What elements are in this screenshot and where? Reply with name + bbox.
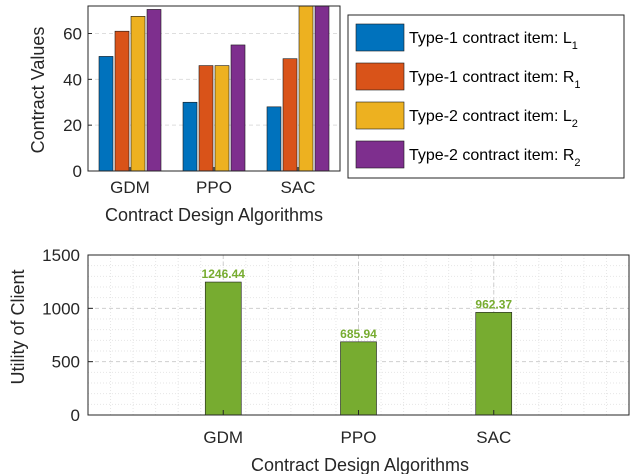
top-bar-sac-s1	[266, 106, 282, 172]
top-ytick-label: 0	[73, 162, 82, 181]
bottom-xlabel: Contract Design Algorithms	[251, 455, 469, 474]
legend-label-text: Type-1 contract item: R	[409, 69, 574, 86]
bottom-bars: 1246.44 685.94 962.37	[202, 267, 513, 416]
bottom-ytick-label: 0	[71, 406, 80, 425]
bottom-bar-gdm	[204, 281, 242, 416]
top-xtick-label: SAC	[281, 178, 316, 197]
bottom-data-label-sac: 962.37	[475, 297, 512, 311]
legend-label-text: Type-1 contract item: L	[409, 30, 572, 47]
legend-label-subscript: 1	[572, 40, 578, 52]
bottom-xtick-label: GDM	[203, 428, 243, 447]
top-bar-ppo-s4	[230, 44, 246, 172]
bottom-xtick-label: PPO	[341, 428, 377, 447]
legend-label-1: Type-1 contract item: L1	[409, 30, 578, 52]
legend-label-subscript: 2	[574, 157, 580, 169]
legend-label-text: Type-2 contract item: L	[409, 108, 572, 125]
legend-swatch-4	[355, 140, 405, 169]
top-bars	[98, 5, 330, 172]
top-ticks: 0 20 40 60 GDM PPO SAC	[63, 25, 315, 198]
top-xtick-label: PPO	[196, 178, 232, 197]
top-ytick-label: 40	[63, 70, 82, 89]
bottom-ytick-label: 500	[52, 353, 80, 372]
top-bar-ppo-s2	[198, 65, 214, 172]
bottom-xtick-label: SAC	[476, 428, 511, 447]
bottom-ylabel: Utility of Client	[8, 269, 28, 384]
legend-swatch-3	[355, 101, 405, 130]
top-bar-ppo-s3	[214, 65, 230, 172]
top-ylabel: Contract Values	[28, 27, 48, 154]
bottom-data-label-ppo: 685.94	[340, 327, 377, 341]
legend-label-4: Type-2 contract item: R2	[409, 147, 581, 169]
bottom-bar-sac	[475, 312, 513, 416]
top-ytick-label: 60	[63, 25, 82, 44]
top-bar-gdm-s1	[98, 56, 114, 172]
bottom-ytick-label: 1500	[42, 246, 80, 265]
legend-swatch-2	[355, 62, 405, 91]
top-bar-gdm-s3	[130, 16, 146, 172]
top-bar-sac-s3	[298, 5, 314, 172]
top-bar-sac-s4	[314, 5, 330, 172]
top-xlabel: Contract Design Algorithms	[105, 205, 323, 225]
bottom-ytick-label: 1000	[42, 299, 80, 318]
top-bar-gdm-s4	[146, 9, 162, 172]
top-chart: 0 20 40 60 GDM PPO SAC Contract Values Contrac…	[28, 5, 625, 225]
bottom-chart: 1246.44 685.94 962.37 0 500 1000 1500 GDM PPO SA…	[8, 246, 630, 474]
top-bar-gdm-s2	[114, 30, 130, 172]
top-grid	[88, 33, 340, 126]
top-ytick-label: 20	[63, 116, 82, 135]
legend-label-text: Type-2 contract item: R	[409, 147, 574, 164]
top-bar-sac-s2	[282, 58, 298, 172]
bottom-ticks: 0 500 1000 1500 GDM PPO SAC	[42, 246, 511, 447]
bottom-bar-ppo	[340, 341, 377, 416]
top-bar-ppo-s1	[182, 101, 198, 172]
top-xtick-label: GDM	[110, 178, 150, 197]
legend-label-subscript: 1	[574, 79, 580, 91]
legend-swatch-1	[355, 23, 405, 52]
legend-label-subscript: 2	[572, 118, 578, 130]
legend-label-2: Type-1 contract item: R1	[409, 69, 581, 91]
legend-label-3: Type-2 contract item: L2	[409, 108, 578, 130]
bottom-data-label-gdm: 1246.44	[202, 267, 246, 281]
